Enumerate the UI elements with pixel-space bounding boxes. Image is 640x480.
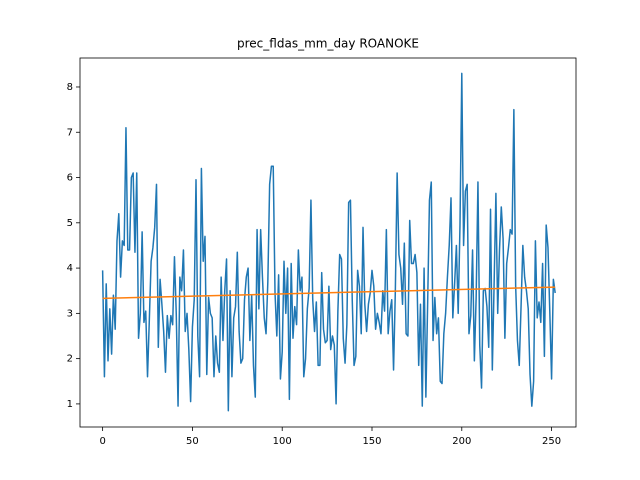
x-tick-label: 50 (186, 436, 199, 447)
y-tick-label: 3 (67, 308, 73, 319)
y-tick-label: 8 (67, 82, 73, 93)
y-tick-label: 5 (67, 218, 73, 229)
x-tick-label: 250 (542, 436, 561, 447)
data-line (102, 286, 556, 300)
x-tick-label: 150 (362, 436, 381, 447)
y-tick-label: 6 (67, 173, 73, 184)
x-tick-label: 100 (273, 436, 292, 447)
plot-frame (79, 57, 577, 428)
y-tick-label: 2 (67, 354, 73, 365)
y-tick-label: 1 (67, 399, 73, 410)
x-tick-label: 0 (99, 436, 105, 447)
x-tick-label: 200 (452, 436, 471, 447)
chart-title: prec_fldas_mm_day ROANOKE (237, 37, 419, 51)
data-line (101, 72, 556, 412)
y-tick-label: 4 (67, 263, 73, 274)
y-tick-label: 7 (67, 127, 73, 138)
